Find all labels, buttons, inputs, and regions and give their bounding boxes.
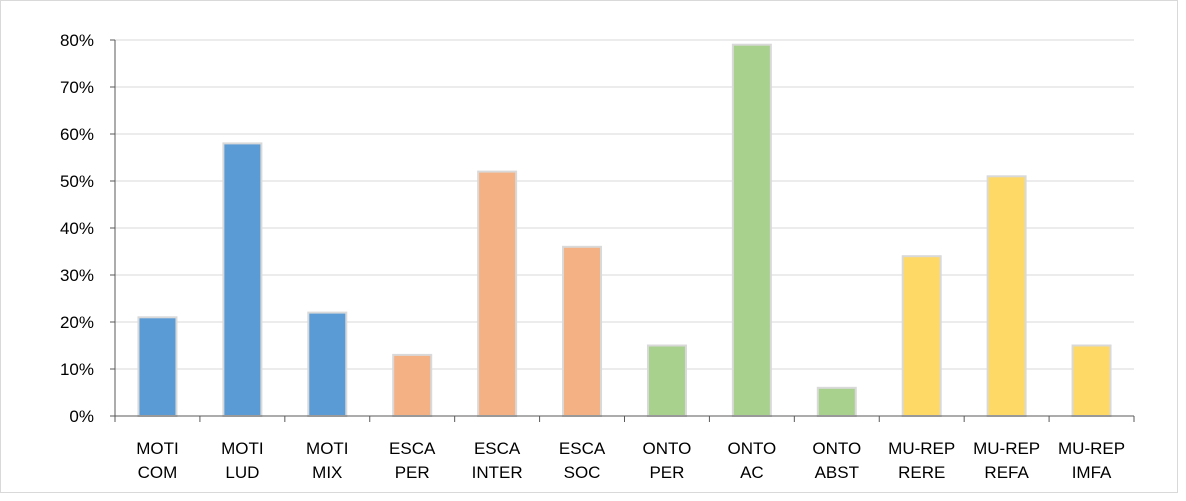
bar bbox=[901, 255, 942, 417]
x-tick-label-line: INTER bbox=[472, 463, 523, 482]
x-tick-label-line: MIX bbox=[312, 463, 342, 482]
x-tick-label-line: ONTO bbox=[643, 439, 692, 458]
x-tick-label-line: AC bbox=[740, 463, 764, 482]
x-tick-label: ONTO ABST bbox=[812, 439, 861, 482]
x-tick-label: MU-REP REFA bbox=[973, 439, 1040, 482]
x-tick-label-line: MU-REP bbox=[973, 439, 1040, 458]
x-tick-label: MU-REP IMFA bbox=[1058, 439, 1125, 482]
x-tick-label-line: MU-REP bbox=[1058, 439, 1125, 458]
y-axis-tick-labels: 0% 10% 20% 30% 40% 50% 60% 70% 80% bbox=[60, 31, 94, 426]
x-tick-label-line: ONTO bbox=[812, 439, 861, 458]
x-tick-label: ESCA SOC bbox=[559, 439, 606, 482]
bar-chart: 0% 10% 20% 30% 40% 50% 60% 70% 80% MOTI COM MOTI LU… bbox=[60, 31, 1135, 482]
y-tick-label: 30% bbox=[60, 266, 94, 285]
x-tick-label-line: PER bbox=[649, 463, 684, 482]
y-tick-label: 70% bbox=[60, 78, 94, 97]
x-tick-label-line: LUD bbox=[225, 463, 259, 482]
x-tick-label-line: ONTO bbox=[727, 439, 776, 458]
x-tick-label: ESCA INTER bbox=[472, 439, 523, 482]
x-tick-label-line: ABST bbox=[815, 463, 859, 482]
x-tick-label-line: MOTI bbox=[306, 439, 349, 458]
x-tick-label-line: COM bbox=[138, 463, 178, 482]
y-tick-label: 20% bbox=[60, 313, 94, 332]
x-tick-label-line: MU-REP bbox=[888, 439, 955, 458]
x-tick-label: ESCA PER bbox=[389, 439, 436, 482]
x-tick-label-line: ESCA bbox=[559, 439, 606, 458]
chart-frame: 0% 10% 20% 30% 40% 50% 60% 70% 80% MOTI COM MOTI LU… bbox=[0, 0, 1178, 493]
y-tick-label: 50% bbox=[60, 172, 94, 191]
bar bbox=[816, 386, 857, 417]
bar bbox=[392, 353, 433, 417]
x-tick-label-line: IMFA bbox=[1072, 463, 1112, 482]
bar bbox=[307, 311, 348, 418]
x-tick-label-line: PER bbox=[395, 463, 430, 482]
bars bbox=[137, 43, 1112, 418]
x-tick-label-line: MOTI bbox=[221, 439, 264, 458]
bar bbox=[222, 142, 263, 417]
y-tick-label: 60% bbox=[60, 125, 94, 144]
x-tick-label-line: ESCA bbox=[474, 439, 521, 458]
bar bbox=[477, 170, 518, 417]
y-tick-label: 0% bbox=[69, 407, 94, 426]
bar bbox=[1071, 344, 1112, 417]
bar bbox=[986, 175, 1027, 417]
x-tick-label: ONTO AC bbox=[727, 439, 776, 482]
x-tick-label-line: SOC bbox=[564, 463, 601, 482]
y-tick-label: 80% bbox=[60, 31, 94, 50]
x-tick-label-line: RERE bbox=[898, 463, 945, 482]
x-tick-label: MOTI LUD bbox=[221, 439, 264, 482]
bar bbox=[646, 344, 687, 417]
bar bbox=[731, 43, 772, 417]
gridlines bbox=[115, 39, 1134, 370]
x-tick-label: MU-REP RERE bbox=[888, 439, 955, 482]
x-tick-label-line: REFA bbox=[984, 463, 1029, 482]
bar bbox=[137, 316, 178, 417]
x-tick-label: MOTI COM bbox=[136, 439, 179, 482]
x-tick-label-line: ESCA bbox=[389, 439, 436, 458]
x-tick-label: ONTO PER bbox=[643, 439, 692, 482]
x-tick-label: MOTI MIX bbox=[306, 439, 349, 482]
bar bbox=[562, 245, 603, 417]
y-tick-label: 40% bbox=[60, 219, 94, 238]
axes bbox=[110, 39, 1135, 422]
x-tick-label-line: MOTI bbox=[136, 439, 179, 458]
y-tick-label: 10% bbox=[60, 360, 94, 379]
